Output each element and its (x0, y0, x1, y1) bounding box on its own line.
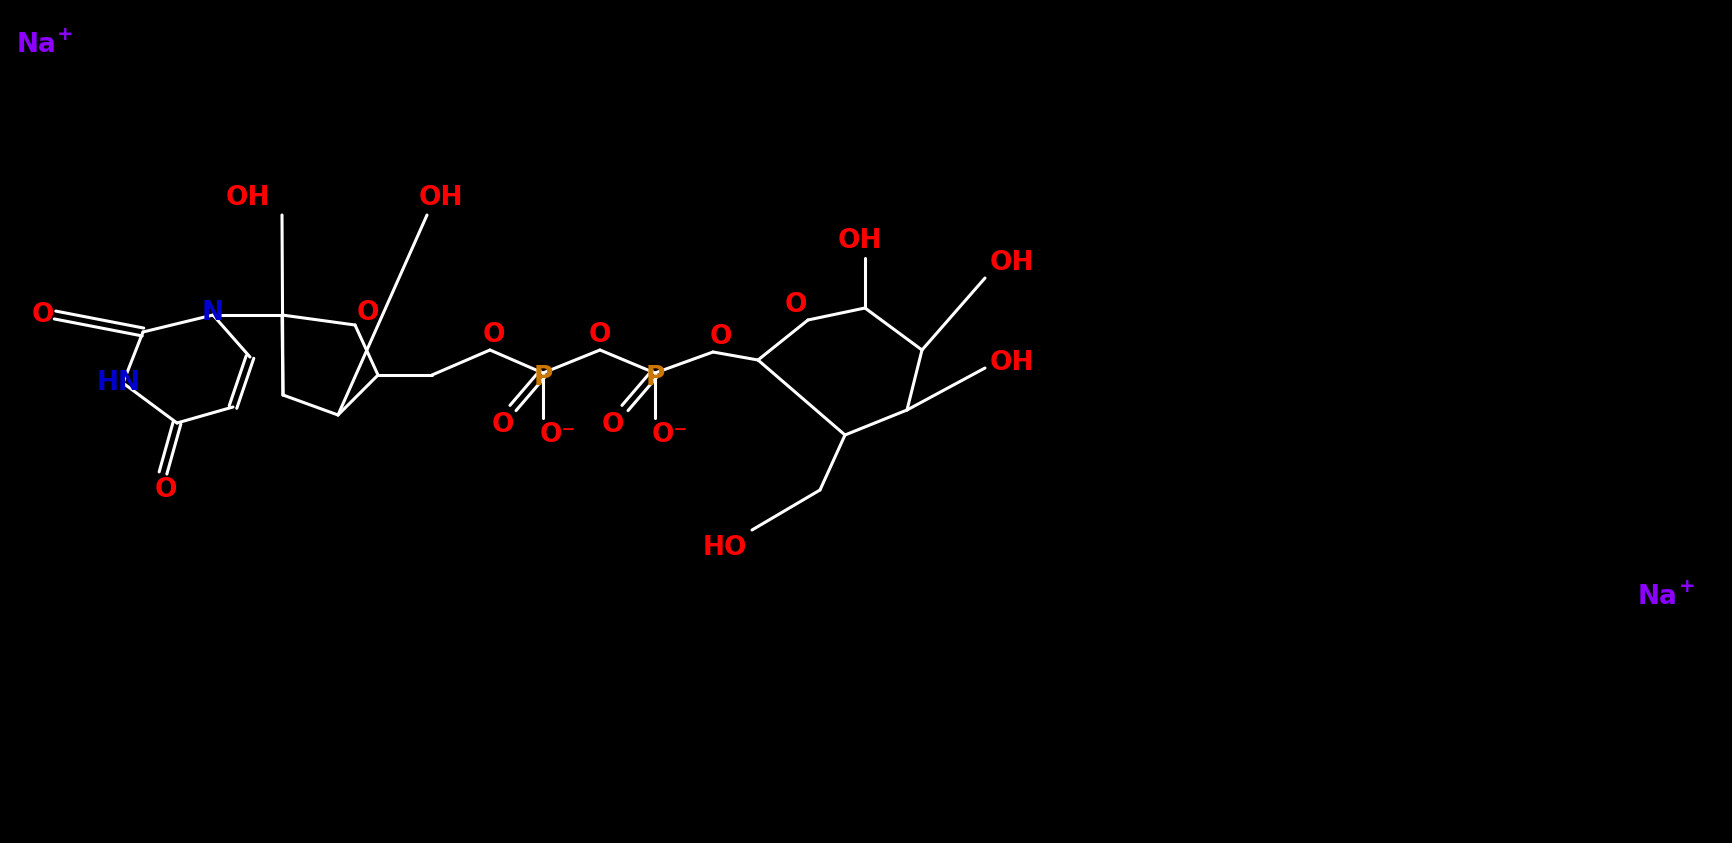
Text: O: O (589, 322, 611, 348)
Text: Na: Na (1637, 584, 1677, 610)
Text: O: O (601, 412, 624, 438)
Text: OH: OH (225, 185, 270, 211)
Text: P: P (533, 365, 553, 391)
Text: OH: OH (989, 350, 1034, 376)
Text: OH: OH (989, 250, 1034, 276)
Text: O: O (357, 300, 379, 326)
Text: OH: OH (419, 185, 462, 211)
Text: O: O (483, 322, 506, 348)
Text: O: O (492, 412, 514, 438)
Text: Na: Na (17, 32, 57, 58)
Text: O: O (31, 302, 54, 328)
Text: P: P (644, 365, 665, 391)
Text: HO: HO (701, 535, 746, 561)
Text: O⁻: O⁻ (651, 422, 688, 448)
Text: OH: OH (837, 228, 882, 254)
Text: O: O (710, 324, 733, 350)
Text: O: O (785, 292, 807, 318)
Text: O⁻: O⁻ (539, 422, 575, 448)
Text: HN: HN (97, 370, 140, 396)
Text: +: + (57, 24, 73, 44)
Text: +: + (1678, 577, 1694, 595)
Text: O: O (154, 477, 177, 503)
Text: N: N (203, 300, 223, 326)
